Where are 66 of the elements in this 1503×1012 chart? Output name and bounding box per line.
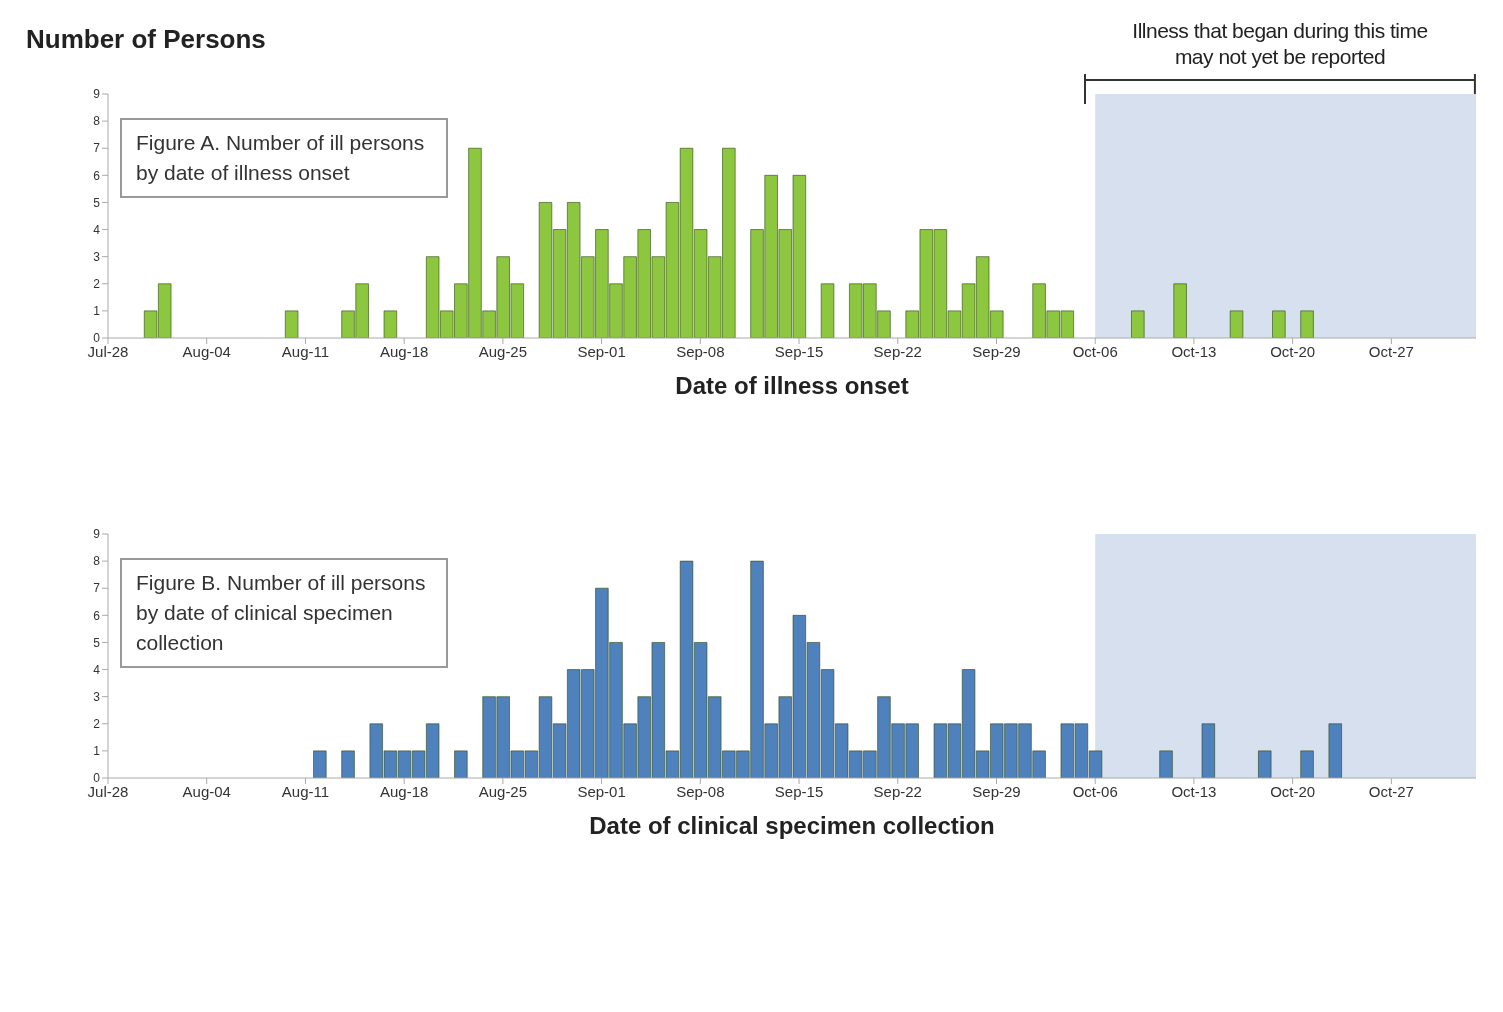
bar [454,750,468,778]
bar [383,310,398,338]
x-tick-label: Oct-27 [1368,342,1414,360]
x-tick-label: Sep-01 [577,782,626,800]
y-tick-label: 2 [93,277,101,292]
x-tick-label: Aug-25 [478,782,528,800]
x-tick-label: Oct-20 [1270,782,1316,800]
y-tick-label: 4 [93,222,101,237]
y-tick-label: 9 [93,527,101,542]
bar [820,283,835,338]
y-tick-label: 3 [93,249,101,264]
y-tick-label: 8 [93,554,101,569]
bar [284,310,299,338]
y-tick-label: 8 [93,114,101,129]
x-tick-label: Sep-08 [676,782,725,800]
x-tick-label: Sep-15 [774,342,824,360]
x-tick-label: Aug-04 [182,782,231,800]
y-tick-label: 3 [93,689,101,704]
y-tick-label: 4 [93,662,101,677]
y-tick-label: 6 [93,168,101,183]
bar [1159,750,1173,778]
bar [1173,283,1187,338]
bar [1130,310,1145,338]
x-tick-label: Sep-15 [774,782,824,800]
band-label: Illness that began during this time may not yet be reported [1131,18,1429,70]
bar [1272,310,1286,338]
y-tick-label: 2 [93,717,101,732]
x-tick-label: Aug-11 [281,782,330,800]
x-tick-label: Oct-20 [1270,342,1316,360]
bar [1300,750,1314,778]
x-tick-label: Aug-04 [182,342,231,360]
x-axis-title: Date of clinical specimen collection [589,812,995,839]
y-tick-label: 7 [93,581,101,596]
x-tick-label: Sep-29 [972,782,1021,800]
bar [1257,750,1272,778]
bar [1201,723,1216,778]
y-tick-label: 1 [93,744,101,759]
x-tick-label: Oct-06 [1072,782,1118,800]
y-tick-label: 6 [93,608,101,623]
x-axis-title: Date of illness onset [675,372,909,399]
y-axis-title: Number of Persons [26,24,266,55]
x-tick-label: Oct-06 [1072,342,1118,360]
y-tick-label: 9 [93,87,101,102]
bar [312,750,327,778]
x-tick-label: Aug-18 [379,342,429,360]
x-tick-label: Aug-25 [478,342,528,360]
y-tick-label: 7 [93,141,101,156]
bar [341,750,355,778]
y-tick-label: 5 [93,195,101,210]
x-tick-label: Sep-29 [972,342,1021,360]
x-tick-label: Sep-22 [873,342,922,360]
annotation: Figure A. Number of ill persons by date of illness onset [120,118,448,198]
bar [1229,310,1244,338]
x-tick-label: Oct-13 [1171,782,1217,800]
x-tick-label: Oct-13 [1171,342,1217,360]
bar [1300,310,1314,338]
y-tick-label: 5 [93,635,101,650]
x-tick-label: Sep-22 [873,782,922,800]
y-tick-label: 1 [93,304,101,319]
x-tick-label: Aug-11 [281,342,330,360]
x-tick-label: Oct-27 [1368,782,1414,800]
bar [1328,723,1343,778]
x-tick-label: Sep-08 [676,342,725,360]
x-tick-label: Sep-01 [577,342,626,360]
x-tick-label: Aug-18 [379,782,429,800]
annotation: Figure B. Number of ill persons by date of clinical specimen collection [120,558,448,668]
